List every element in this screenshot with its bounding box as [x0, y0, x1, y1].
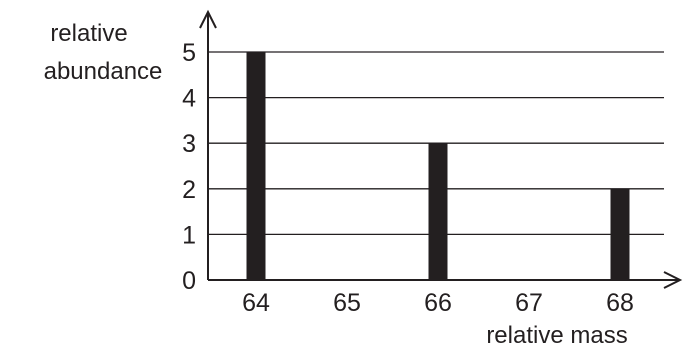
y-tick-label-3: 3 — [182, 130, 196, 158]
x-axis-arrow — [663, 271, 683, 289]
x-tick-label-65: 65 — [333, 289, 361, 317]
bar-68 — [610, 188, 630, 280]
x-tick-label-66: 66 — [424, 289, 452, 317]
y-axis-title-line-1: relative — [50, 20, 127, 47]
x-tick-label-64: 64 — [242, 289, 270, 317]
bar-66 — [428, 143, 448, 280]
bar-64 — [246, 52, 266, 280]
y-tick-labels: 0 1 2 3 4 5 — [182, 39, 196, 295]
y-tick-label-4: 4 — [182, 85, 196, 113]
x-tick-labels: 64 65 66 67 68 — [242, 289, 634, 317]
y-tick-label-1: 1 — [182, 221, 196, 249]
x-tick-label-67: 67 — [515, 289, 543, 317]
bars — [246, 52, 630, 280]
y-axis-title-line-2: abundance — [44, 58, 163, 85]
y-tick-label-0: 0 — [182, 267, 196, 295]
y-tick-label-5: 5 — [182, 39, 196, 67]
x-tick-label-68: 68 — [606, 289, 634, 317]
axes — [199, 9, 683, 289]
y-tick-label-2: 2 — [182, 176, 196, 204]
y-axis-arrow — [199, 9, 217, 29]
x-axis-title: relative mass — [486, 322, 627, 349]
